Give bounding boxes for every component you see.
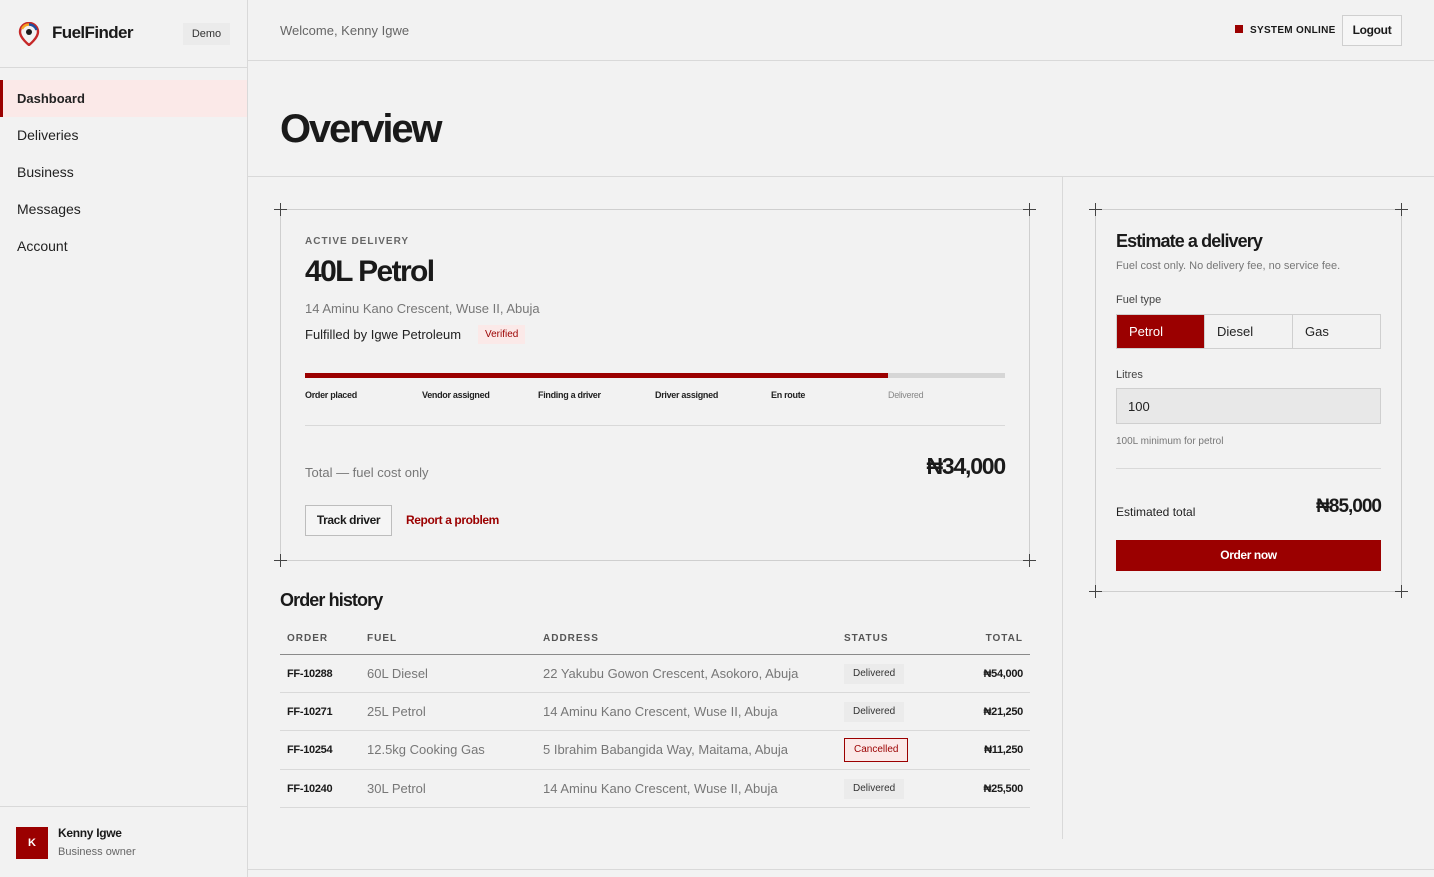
delivery-progress-bar — [305, 373, 1005, 378]
fulfilled-by: Fulfilled by Igwe Petroleum — [305, 327, 462, 342]
brand-name[interactable]: FuelFinder — [52, 23, 134, 42]
status-badge: Delivered — [844, 779, 905, 799]
litres-hint: 100L minimum for petrol — [1116, 436, 1224, 447]
active-delivery-address: 14 Aminu Kano Crescent, Wuse II, Abuja — [305, 301, 540, 316]
welcome-text: Welcome, Kenny Igwe — [280, 23, 410, 38]
user-name: Kenny Igwe — [58, 826, 122, 840]
corner-crosshair-icon — [1023, 554, 1036, 567]
order-fuel: 25L Petrol — [367, 704, 426, 719]
fuel-type-label: Fuel type — [1116, 294, 1162, 306]
estimate-subtitle: Fuel cost only. No delivery fee, no serv… — [1116, 260, 1341, 272]
order-now-button[interactable]: Order now — [1116, 540, 1381, 571]
total-amount: ₦34,000 — [926, 453, 1006, 479]
corner-crosshair-icon — [1089, 585, 1102, 598]
active-delivery-card — [280, 209, 1030, 561]
estimate-divider — [1116, 468, 1381, 469]
user-role: Business owner — [58, 846, 136, 858]
delivery-progress-fill — [305, 373, 889, 378]
order-address: 14 Aminu Kano Crescent, Wuse II, Abuja — [543, 704, 778, 719]
top-header: Welcome, Kenny Igwe SYSTEM ONLINE Logout — [248, 0, 1434, 61]
order-total: ₦11,250 — [984, 744, 1023, 756]
table-row[interactable]: FF-10240 30L Petrol 14 Aminu Kano Cresce… — [280, 770, 1030, 808]
estimated-total-label: Estimated total — [1116, 505, 1196, 519]
sidebar-nav: Dashboard Deliveries Business Messages A… — [0, 80, 247, 265]
column-header-address: ADDRESS — [543, 633, 599, 644]
sidebar: FuelFinder Demo Dashboard Deliveries Bus… — [0, 0, 248, 877]
estimated-total-amount: ₦85,000 — [1316, 496, 1382, 517]
progress-step-delivered: Delivered — [888, 390, 924, 400]
track-driver-button[interactable]: Track driver — [305, 505, 392, 536]
table-row[interactable]: FF-10271 25L Petrol 14 Aminu Kano Cresce… — [280, 693, 1030, 731]
order-address: 14 Aminu Kano Crescent, Wuse II, Abuja — [543, 781, 778, 796]
order-id: FF-10240 — [287, 783, 333, 795]
fuel-option-diesel[interactable]: Diesel — [1205, 315, 1293, 348]
system-status-label: SYSTEM ONLINE — [1250, 25, 1336, 36]
status-badge: Delivered — [844, 664, 905, 684]
active-delivery-eyebrow: ACTIVE DELIVERY — [305, 236, 410, 247]
fuel-option-gas[interactable]: Gas — [1305, 324, 1329, 339]
table-row[interactable]: FF-10254 12.5kg Cooking Gas 5 Ibrahim Ba… — [280, 731, 1030, 770]
user-profile[interactable]: K Kenny Igwe Business owner — [0, 806, 248, 877]
litres-input[interactable] — [1116, 388, 1381, 424]
card-divider — [305, 425, 1005, 426]
progress-step-order-placed: Order placed — [305, 390, 357, 400]
corner-crosshair-icon — [274, 203, 287, 216]
column-header-order: ORDER — [287, 633, 329, 644]
litres-label: Litres — [1116, 369, 1143, 381]
estimate-title: Estimate a delivery — [1116, 231, 1263, 251]
sidebar-item-account[interactable]: Account — [17, 238, 68, 254]
order-id: FF-10271 — [287, 706, 333, 718]
order-total: ₦25,500 — [983, 783, 1024, 795]
order-fuel: 12.5kg Cooking Gas — [367, 742, 485, 757]
active-delivery-title: 40L Petrol — [305, 255, 435, 288]
corner-crosshair-icon — [1023, 203, 1036, 216]
total-label: Total — fuel cost only — [305, 465, 429, 480]
page-title: Overview — [280, 107, 443, 151]
order-id: FF-10254 — [287, 744, 333, 756]
progress-step-finding-driver: Finding a driver — [538, 390, 601, 400]
progress-step-vendor-assigned: Vendor assigned — [422, 390, 490, 400]
sidebar-item-dashboard[interactable]: Dashboard — [0, 80, 247, 117]
status-indicator-icon — [1235, 25, 1243, 33]
column-header-total: TOTAL — [985, 633, 1023, 644]
order-total: ₦21,250 — [983, 706, 1024, 718]
estimate-card — [1095, 209, 1402, 592]
corner-crosshair-icon — [274, 554, 287, 567]
order-total: ₦54,000 — [983, 668, 1024, 680]
fuel-option-petrol[interactable]: Petrol — [1117, 315, 1205, 348]
status-badge: Delivered — [844, 702, 905, 722]
column-header-fuel: FUEL — [367, 633, 398, 644]
logout-button[interactable]: Logout — [1342, 15, 1402, 46]
bottom-divider — [248, 869, 1434, 870]
table-row[interactable]: FF-10288 60L Diesel 22 Yakubu Gowon Cres… — [280, 655, 1030, 693]
sidebar-item-messages[interactable]: Messages — [17, 201, 81, 217]
progress-step-en-route: En route — [771, 390, 806, 400]
order-id: FF-10288 — [287, 668, 333, 680]
order-address: 22 Yakubu Gowon Crescent, Asokoro, Abuja — [543, 666, 799, 681]
fuelfinder-pin-logo-icon[interactable] — [18, 22, 40, 46]
order-fuel: 30L Petrol — [367, 781, 426, 796]
demo-badge: Demo — [183, 23, 230, 45]
sidebar-item-business[interactable]: Business — [17, 164, 74, 180]
order-address: 5 Ibrahim Babangida Way, Maitama, Abuja — [543, 742, 788, 757]
corner-crosshair-icon — [1395, 585, 1408, 598]
column-divider — [1062, 177, 1063, 839]
corner-crosshair-icon — [1089, 203, 1102, 216]
title-band: Overview — [248, 61, 1434, 177]
order-fuel: 60L Diesel — [367, 666, 428, 681]
avatar: K — [16, 827, 48, 859]
brand: FuelFinder Demo — [0, 0, 247, 68]
order-history-title: Order history — [280, 590, 383, 610]
column-header-status: STATUS — [844, 633, 889, 644]
fuel-type-selector: Petrol Diesel Gas — [1116, 314, 1381, 349]
corner-crosshair-icon — [1395, 203, 1408, 216]
progress-step-driver-assigned: Driver assigned — [655, 390, 719, 400]
report-problem-link[interactable]: Report a problem — [406, 513, 499, 527]
verified-badge: Verified — [478, 325, 526, 344]
status-badge: Cancelled — [844, 738, 909, 762]
system-status: SYSTEM ONLINE — [1235, 25, 1336, 36]
sidebar-item-deliveries[interactable]: Deliveries — [17, 127, 79, 143]
table-header-divider — [280, 654, 1030, 655]
